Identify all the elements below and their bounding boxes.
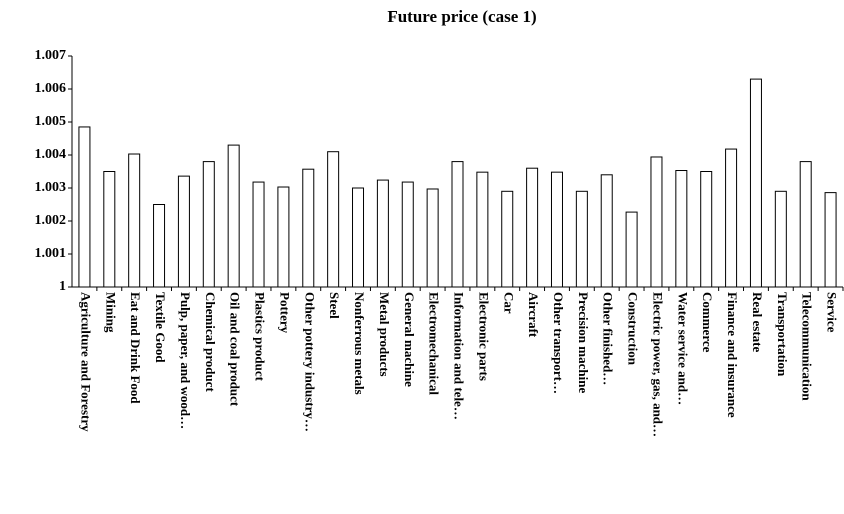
bar	[401, 181, 414, 288]
bar	[426, 188, 439, 288]
bar	[749, 78, 762, 288]
x-tick-label: Construction	[626, 292, 641, 366]
x-tick-label: Commerce	[700, 292, 715, 353]
x-tick-label: Oil and coal product	[228, 292, 243, 407]
x-tick-label: Mining	[103, 292, 118, 333]
bar	[128, 153, 141, 288]
x-tick-label: Chemical product	[203, 292, 218, 392]
bar	[177, 175, 190, 288]
bar	[352, 187, 365, 288]
y-tick-label: 1.003	[35, 180, 67, 195]
bar	[451, 161, 464, 288]
bar	[376, 179, 389, 288]
x-tick-label: Pulp, paper, and wood…	[178, 292, 193, 429]
x-tick-label: Telecommunication	[800, 292, 815, 401]
x-tick-label: Other finished…	[601, 292, 616, 385]
bar	[277, 186, 290, 288]
y-tick-label: 1.001	[35, 246, 67, 261]
bar	[575, 190, 588, 288]
bar	[625, 211, 638, 288]
x-tick-label: Precision machine	[576, 292, 591, 393]
x-tick-label: Information and tele…	[452, 292, 467, 420]
x-tick-label: Aircraft	[526, 292, 541, 338]
bar	[799, 161, 812, 288]
bar	[675, 170, 688, 288]
x-tick-label: Other transport…	[551, 292, 566, 394]
x-tick-label: Agriculture and Forestry	[78, 292, 93, 432]
x-tick-label: Electronic parts	[476, 292, 491, 381]
y-tick-label: 1.005	[35, 114, 67, 129]
bar	[202, 161, 215, 288]
x-tick-label: Steel	[327, 292, 342, 319]
y-tick-label: 1.002	[35, 213, 67, 228]
bar	[327, 151, 340, 288]
bar	[774, 190, 787, 288]
bar	[550, 171, 563, 288]
bar	[153, 204, 166, 288]
x-tick-label: Transportation	[775, 292, 790, 377]
bar	[78, 126, 91, 288]
bar	[725, 148, 738, 288]
x-tick-label: Plastics product	[253, 292, 268, 382]
x-tick-label: Eat and Drink Food	[128, 292, 143, 404]
bar	[227, 144, 240, 288]
x-tick-label: Other pottery industry…	[302, 292, 317, 432]
x-tick-label: Real estate	[750, 292, 765, 353]
x-tick-label: Pottery	[277, 292, 292, 334]
y-tick-label: 1.007	[35, 48, 67, 63]
bar	[252, 181, 265, 288]
bar	[600, 174, 613, 288]
y-tick-label: 1.006	[35, 81, 67, 96]
y-tick-label: 1	[59, 279, 66, 294]
bar	[103, 171, 116, 288]
bar	[824, 192, 837, 288]
x-tick-label: General machine	[402, 292, 417, 387]
y-tick-label: 1.004	[35, 147, 67, 162]
x-tick-label: Metal products	[377, 292, 392, 377]
bar	[650, 156, 663, 288]
x-tick-label: Car	[501, 292, 516, 314]
bar	[700, 171, 713, 288]
x-tick-label: Finance and insurance	[725, 292, 740, 418]
bar	[476, 171, 489, 288]
x-tick-label: Nonferrous metals	[352, 292, 367, 395]
bar	[302, 168, 315, 288]
bar	[526, 167, 539, 288]
x-tick-label: Textile Good	[153, 292, 168, 363]
x-tick-label: Electromechanical	[427, 292, 442, 395]
x-tick-label: Electric power, gas, and…	[650, 292, 665, 437]
chart-title: Future price (case 1)	[387, 7, 536, 26]
x-tick-label: Service	[825, 292, 840, 333]
bar	[501, 190, 514, 288]
x-tick-label: Water service and…	[675, 292, 690, 405]
